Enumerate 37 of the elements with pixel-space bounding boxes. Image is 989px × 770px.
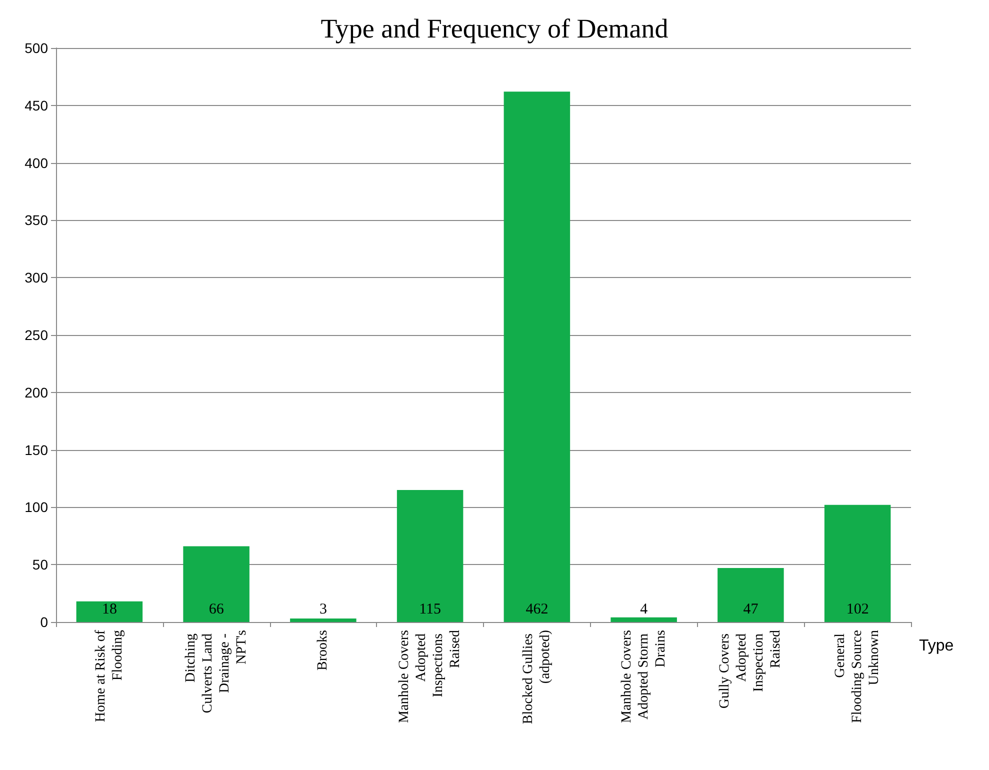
chart-title: Type and Frequency of Demand (320, 14, 669, 44)
x-tick-label: Blocked Gullies (adpoted) (520, 630, 553, 724)
x-axis-title: Type (919, 638, 954, 654)
y-tick-label: 350 (24, 212, 48, 228)
data-label: 3 (319, 602, 327, 618)
x-tick-label: Brooks (316, 630, 331, 670)
data-label: 66 (208, 602, 224, 618)
y-tick-label: 50 (32, 556, 48, 573)
y-tick-label: 150 (24, 442, 48, 458)
y-tick-label: 400 (24, 154, 48, 171)
x-tick-label: Ditching Culverts Land Drainage - NPT's (183, 630, 250, 714)
bar (396, 490, 464, 622)
bar (824, 504, 891, 622)
data-label: 102 (846, 602, 869, 618)
y-tick-label: 450 (24, 97, 48, 114)
x-tick-label: Manhole Covers Adopted Storm Drains (619, 630, 668, 723)
bar (290, 618, 356, 622)
x-tick-label: Manhole Covers Adopted Inspections Raised (397, 630, 464, 723)
x-tick-label: Gully Covers Adopted Inspection Raised (718, 630, 784, 709)
bar (504, 92, 570, 622)
y-tick-label: 200 (24, 384, 48, 400)
data-label: 4 (640, 602, 648, 618)
data-label: 115 (419, 602, 442, 618)
bar (610, 617, 677, 622)
y-tick-label: 300 (24, 270, 48, 286)
y-tick-label: 250 (24, 327, 48, 343)
x-tick-label: Home at Risk of Flooding (93, 630, 126, 722)
y-tick-label: 0 (40, 614, 48, 630)
data-label: 462 (526, 602, 548, 618)
y-tick-label: 500 (24, 40, 48, 56)
bar (183, 546, 250, 622)
y-tick-label: 100 (24, 499, 48, 516)
bar (76, 601, 143, 622)
bar (718, 568, 784, 622)
data-label: 18 (102, 602, 117, 618)
x-tick-label: General Flooding Source Unknown (833, 630, 882, 723)
data-label: 47 (743, 602, 759, 618)
